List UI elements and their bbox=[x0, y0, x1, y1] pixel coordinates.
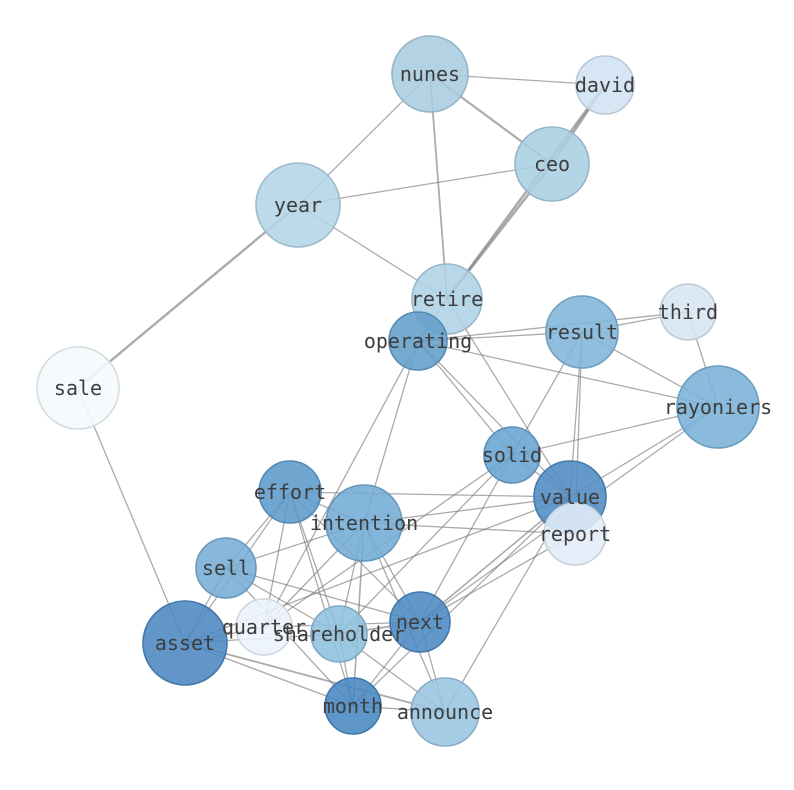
node-label-effort: effort bbox=[254, 480, 326, 504]
node-label-sell: sell bbox=[202, 556, 250, 580]
node-ceo bbox=[514, 126, 590, 202]
node-label-next: next bbox=[396, 610, 444, 634]
edge-david-retire bbox=[445, 84, 607, 300]
node-label-announce: announce bbox=[397, 700, 493, 724]
edge-sell-next bbox=[225, 567, 421, 623]
node-label-retire: retire bbox=[411, 287, 483, 311]
edge-ceo-year bbox=[297, 163, 553, 206]
edge-value-effort bbox=[289, 491, 571, 498]
node-label-solid: solid bbox=[482, 443, 542, 467]
node-label-third: third bbox=[658, 300, 718, 324]
node-sale bbox=[36, 346, 120, 430]
node-report bbox=[543, 502, 607, 566]
node-label-sale: sale bbox=[54, 376, 102, 400]
node-result bbox=[545, 295, 619, 369]
node-label-intention: intention bbox=[310, 511, 418, 535]
node-year bbox=[255, 162, 341, 248]
edge-sale-asset bbox=[77, 387, 186, 644]
node-label-nunes: nunes bbox=[400, 62, 460, 86]
edge-effort-month bbox=[289, 491, 354, 707]
edge-retire-value bbox=[446, 298, 571, 498]
node-sell bbox=[195, 537, 257, 599]
edge-solid-shareholder bbox=[338, 454, 513, 635]
label-layer: nunes david ceo year retire operating result th… bbox=[54, 62, 772, 724]
node-label-report: report bbox=[539, 522, 611, 546]
node-label-operating: operating bbox=[364, 329, 472, 353]
node-label-shareholder: shareholder bbox=[273, 622, 405, 646]
node-label-david: david bbox=[575, 73, 635, 97]
node-label-quarter: quarter bbox=[222, 615, 306, 639]
node-solid bbox=[483, 426, 541, 484]
edge-operating-rayoniers bbox=[417, 340, 719, 408]
node-label-asset: asset bbox=[155, 631, 215, 655]
node-label-year: year bbox=[274, 193, 322, 217]
node-asset bbox=[142, 600, 228, 686]
node-month bbox=[324, 677, 382, 735]
node-operating bbox=[388, 311, 448, 371]
edge-solid-next bbox=[419, 454, 513, 623]
edge-year-sale bbox=[77, 204, 299, 389]
node-rayoniers bbox=[676, 365, 760, 449]
edge-asset-announce bbox=[184, 642, 446, 713]
node-effort bbox=[258, 460, 322, 524]
node-intention bbox=[325, 484, 403, 562]
node-label-value: value bbox=[540, 485, 600, 509]
node-announce bbox=[410, 677, 480, 747]
node-third bbox=[659, 283, 717, 341]
node-quarter bbox=[235, 598, 293, 656]
node-next bbox=[389, 591, 451, 653]
node-label-ceo: ceo bbox=[534, 152, 570, 176]
node-nunes bbox=[391, 35, 469, 113]
node-layer bbox=[36, 35, 760, 747]
node-shareholder bbox=[310, 605, 368, 663]
edge-operating-quarter bbox=[263, 340, 419, 628]
node-label-result: result bbox=[546, 320, 618, 344]
node-david bbox=[575, 55, 635, 115]
node-label-month: month bbox=[323, 694, 383, 718]
node-label-rayoniers: rayoniers bbox=[664, 395, 772, 419]
